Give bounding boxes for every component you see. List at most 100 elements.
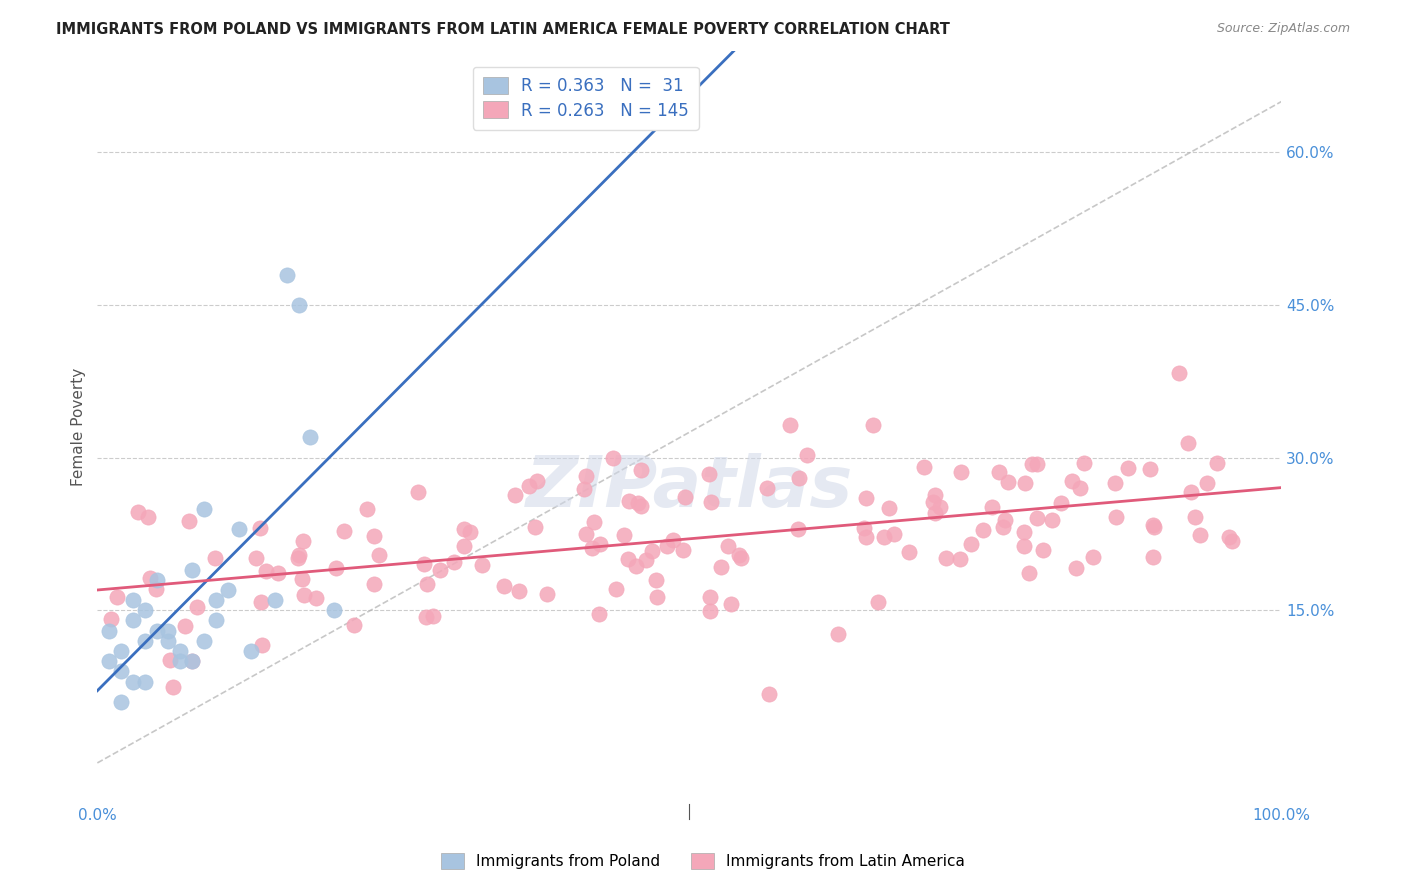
Point xyxy=(960,537,983,551)
Point xyxy=(292,588,315,602)
Point xyxy=(730,550,752,565)
Point xyxy=(519,478,541,492)
Point xyxy=(855,530,877,544)
Point xyxy=(1167,366,1189,380)
Point xyxy=(98,624,121,638)
Point xyxy=(122,593,145,607)
Point xyxy=(169,654,191,668)
Point xyxy=(356,501,378,516)
Point xyxy=(796,448,818,462)
Point xyxy=(181,654,204,668)
Point xyxy=(363,577,385,591)
Point xyxy=(276,268,298,282)
Point xyxy=(1083,549,1105,564)
Point xyxy=(700,495,723,509)
Point xyxy=(1060,474,1083,488)
Point xyxy=(136,510,159,524)
Legend: R = 0.363   N =  31, R = 0.263   N = 145: R = 0.363 N = 31, R = 0.263 N = 145 xyxy=(472,67,699,129)
Point xyxy=(866,595,889,609)
Point xyxy=(613,527,636,541)
Point xyxy=(673,490,696,504)
Point xyxy=(523,520,546,534)
Point xyxy=(157,633,180,648)
Point xyxy=(250,638,273,652)
Point xyxy=(949,552,972,566)
Point xyxy=(413,558,436,572)
Point xyxy=(249,521,271,535)
Point xyxy=(122,614,145,628)
Point xyxy=(406,485,429,500)
Point xyxy=(204,593,226,607)
Point xyxy=(647,591,669,605)
Point xyxy=(110,665,132,679)
Point xyxy=(458,524,481,539)
Point xyxy=(145,582,167,596)
Point xyxy=(1026,458,1049,472)
Point xyxy=(492,578,515,592)
Point xyxy=(287,551,309,566)
Point xyxy=(605,582,627,596)
Point xyxy=(292,534,315,549)
Point xyxy=(228,522,250,536)
Point xyxy=(717,539,740,553)
Point xyxy=(110,695,132,709)
Point xyxy=(950,465,973,479)
Point xyxy=(627,496,650,510)
Point xyxy=(862,418,884,433)
Point xyxy=(134,603,156,617)
Point xyxy=(697,467,720,481)
Point xyxy=(110,644,132,658)
Point xyxy=(988,465,1011,479)
Point xyxy=(288,548,311,562)
Point xyxy=(145,573,167,587)
Point xyxy=(657,539,679,553)
Point xyxy=(333,524,356,538)
Point xyxy=(1032,542,1054,557)
Point xyxy=(617,552,640,566)
Point xyxy=(583,515,606,529)
Point xyxy=(422,608,444,623)
Point xyxy=(1142,549,1164,564)
Point xyxy=(1064,561,1087,575)
Point xyxy=(644,573,666,587)
Point xyxy=(368,548,391,562)
Point xyxy=(972,523,994,537)
Point xyxy=(471,558,494,572)
Point xyxy=(363,529,385,543)
Point xyxy=(589,537,612,551)
Point xyxy=(755,481,778,495)
Point xyxy=(105,590,128,604)
Point xyxy=(453,522,475,536)
Point xyxy=(588,607,610,621)
Point xyxy=(159,653,181,667)
Point xyxy=(186,600,208,615)
Point xyxy=(879,501,901,516)
Point xyxy=(929,500,952,514)
Point xyxy=(572,482,595,496)
Point xyxy=(1180,485,1202,500)
Point xyxy=(181,563,204,577)
Point xyxy=(924,488,946,502)
Point xyxy=(177,514,200,528)
Point xyxy=(305,591,328,605)
Point xyxy=(443,555,465,569)
Point xyxy=(453,539,475,553)
Point xyxy=(758,687,780,701)
Point xyxy=(787,522,810,536)
Point xyxy=(1206,456,1229,470)
Point xyxy=(267,566,290,580)
Point xyxy=(997,475,1019,490)
Point xyxy=(912,459,935,474)
Point xyxy=(240,644,263,658)
Point xyxy=(291,572,314,586)
Point xyxy=(581,541,603,555)
Point xyxy=(193,633,215,648)
Point xyxy=(630,463,652,477)
Point xyxy=(883,527,905,541)
Point xyxy=(122,674,145,689)
Point xyxy=(1116,460,1139,475)
Point xyxy=(640,544,662,558)
Point xyxy=(897,544,920,558)
Legend: Immigrants from Poland, Immigrants from Latin America: Immigrants from Poland, Immigrants from … xyxy=(434,847,972,875)
Point xyxy=(1012,539,1035,553)
